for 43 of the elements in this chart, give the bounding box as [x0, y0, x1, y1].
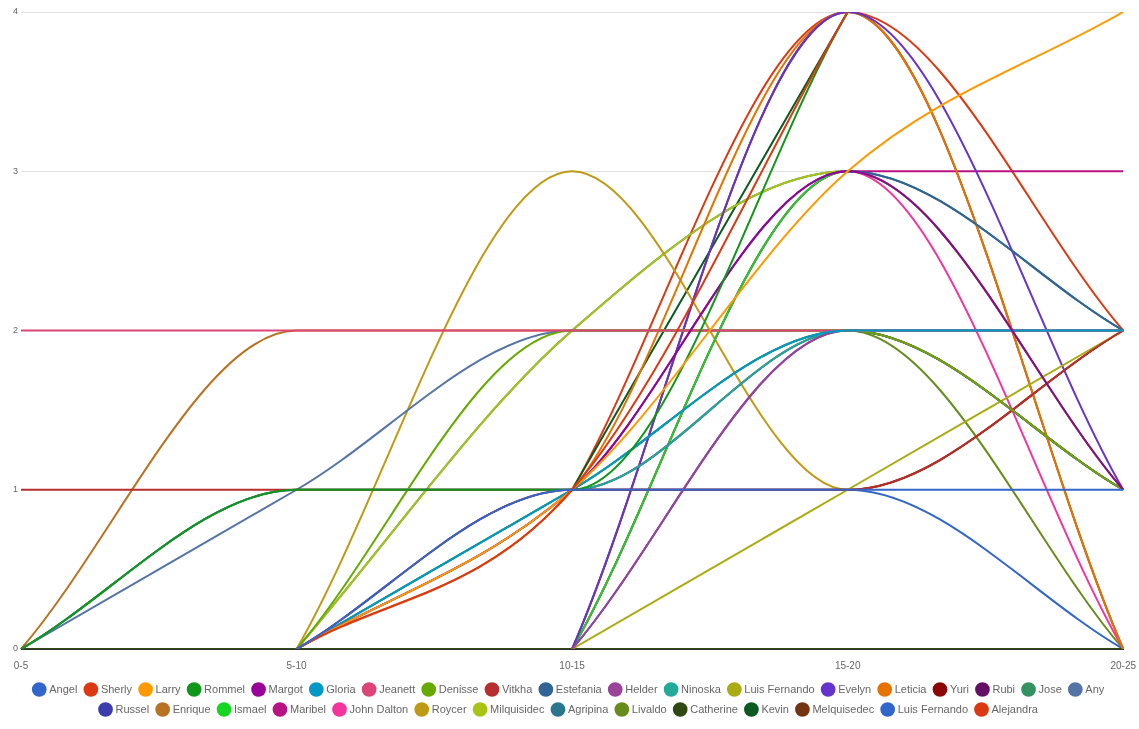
legend-label: Sherly: [100, 682, 133, 695]
legend-label: Luis Fernando: [744, 682, 815, 695]
x-tick-label: 10-15: [559, 659, 586, 671]
legend-label: John Dalton: [349, 702, 409, 715]
legend-label: Ismael: [234, 702, 267, 715]
legend-label: Helder: [625, 682, 658, 695]
legend-label: Enrique: [172, 702, 211, 715]
legend-label: Vitkha: [501, 682, 534, 695]
legend-label: Luis Fernando: [897, 702, 968, 715]
x-tick-label: 20-25: [1110, 659, 1137, 671]
legend-label: Rubi: [992, 682, 1016, 695]
legend-label: Roycer: [431, 702, 467, 715]
legend-label: Agripina: [567, 702, 610, 715]
legend-label: Ninoska: [681, 682, 722, 695]
legend-label: Estefania: [555, 682, 603, 695]
legend-label: Gloria: [326, 682, 357, 695]
legend-label: Denisse: [438, 682, 479, 695]
legend-label: Leticia: [894, 682, 928, 695]
y-tick-label: 1: [12, 484, 19, 495]
legend-label: Angel: [49, 682, 78, 695]
y-tick-label: 0: [12, 643, 19, 654]
legend-label: Kevin: [761, 702, 789, 715]
legend-label: Evelyn: [838, 682, 872, 695]
legend-label: Alejandra: [991, 702, 1039, 715]
legend-label: Any: [1085, 682, 1105, 695]
legend-label: Russel: [115, 702, 150, 715]
y-tick-label: 3: [12, 165, 19, 176]
legend-label: Milquisidec: [490, 702, 545, 715]
legend-label: Yuri: [949, 682, 969, 695]
x-tick-label: 5-10: [286, 659, 307, 671]
legend-label: Jose: [1038, 682, 1062, 695]
legend-label: Rommel: [204, 682, 246, 695]
y-tick-label: 4: [12, 6, 19, 17]
legend-label: Catherine: [690, 702, 738, 715]
x-tick-label: 0-5: [13, 659, 29, 671]
legend-label: Larry: [155, 682, 182, 695]
legend-label: Melquisedec: [812, 702, 875, 715]
x-tick-label: 15-20: [834, 659, 861, 671]
legend-label: Jeanett: [379, 682, 416, 695]
legend-label: Livaldo: [631, 702, 667, 715]
legend-label: Maribel: [289, 702, 327, 715]
y-tick-label: 2: [12, 324, 19, 335]
legend-label: Margot: [268, 682, 303, 695]
